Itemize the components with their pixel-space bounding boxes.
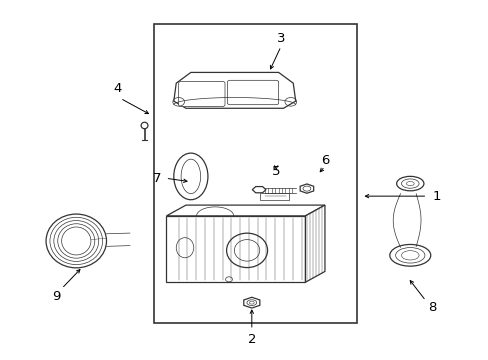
FancyBboxPatch shape [227, 80, 278, 105]
Text: 7: 7 [152, 172, 161, 185]
Bar [166, 216, 305, 282]
Polygon shape [173, 72, 295, 108]
Text: 5: 5 [271, 165, 280, 177]
Text: 2: 2 [247, 333, 256, 346]
Text: 6: 6 [320, 154, 328, 167]
Ellipse shape [141, 122, 148, 129]
Polygon shape [252, 186, 265, 193]
Polygon shape [244, 297, 259, 308]
Polygon shape [166, 205, 325, 216]
Text: 4: 4 [113, 82, 122, 95]
Polygon shape [305, 205, 325, 282]
Bar [154, 24, 356, 323]
Text: 1: 1 [432, 190, 441, 203]
Text: 3: 3 [276, 32, 285, 45]
Polygon shape [300, 184, 313, 193]
Bar [260, 193, 289, 200]
Text: 8: 8 [427, 301, 435, 314]
FancyBboxPatch shape [178, 81, 224, 107]
Text: 9: 9 [53, 290, 61, 303]
